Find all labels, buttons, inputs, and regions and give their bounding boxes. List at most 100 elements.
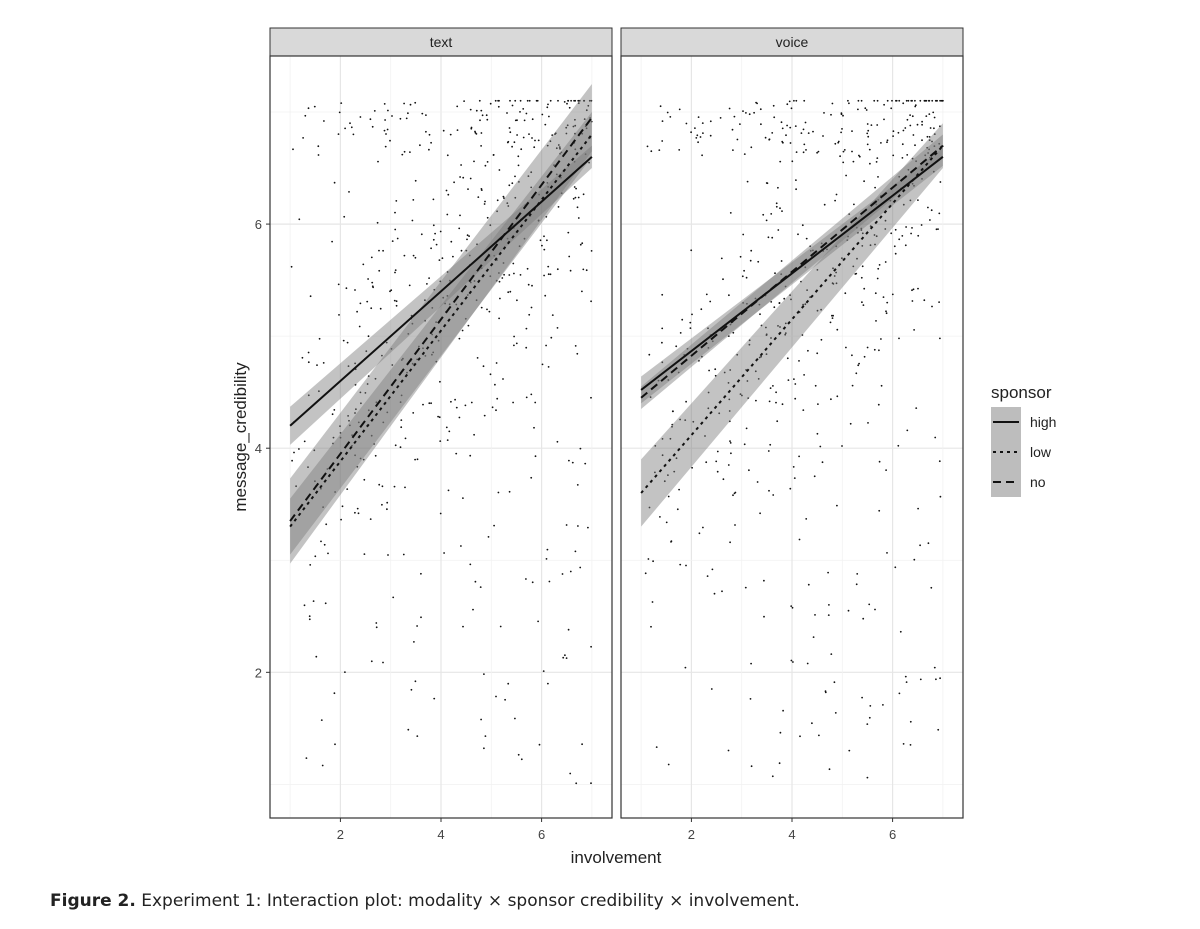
data-point: [439, 440, 442, 442]
data-point: [875, 320, 877, 322]
data-point: [466, 234, 469, 237]
data-point: [852, 160, 855, 163]
x-tick-label: 6: [538, 827, 545, 842]
data-point: [480, 132, 483, 134]
data-point: [939, 125, 941, 128]
data-point: [681, 318, 684, 321]
data-point: [334, 491, 336, 493]
data-point: [495, 695, 497, 698]
data-point: [495, 279, 498, 282]
data-point: [464, 404, 467, 407]
data-point: [743, 153, 746, 156]
data-point: [542, 670, 545, 672]
data-point: [538, 743, 541, 746]
data-point: [364, 392, 367, 394]
data-point: [359, 302, 362, 305]
data-point: [399, 446, 402, 449]
data-point: [770, 301, 773, 303]
data-point: [470, 127, 473, 130]
data-point: [520, 148, 523, 151]
data-point: [885, 312, 888, 315]
data-point: [791, 160, 794, 163]
data-point: [538, 193, 540, 196]
data-point: [322, 362, 325, 364]
data-point: [927, 542, 930, 545]
data-point: [729, 369, 732, 371]
data-point: [387, 109, 389, 112]
data-point: [543, 235, 545, 238]
data-point: [375, 622, 378, 624]
data-point: [863, 355, 866, 358]
data-point: [559, 147, 561, 150]
data-point: [710, 688, 713, 690]
data-point: [582, 268, 585, 271]
data-point: [342, 339, 345, 342]
data-point: [340, 102, 343, 104]
data-point: [527, 283, 530, 286]
data-point: [698, 359, 700, 362]
data-point: [401, 153, 404, 156]
data-point: [749, 259, 752, 262]
data-point: [489, 373, 492, 376]
x-axis-title: involvement: [571, 848, 662, 867]
data-point: [884, 219, 887, 222]
data-point: [433, 288, 436, 291]
data-point: [450, 240, 453, 243]
data-point: [720, 257, 723, 260]
data-point: [729, 442, 732, 444]
data-point: [661, 341, 663, 344]
data-point: [420, 233, 423, 236]
data-point: [840, 113, 843, 116]
data-point: [565, 126, 568, 129]
data-point: [446, 439, 449, 441]
data-point: [437, 339, 440, 342]
data-point: [917, 287, 919, 290]
data-point: [564, 654, 566, 657]
data-point: [370, 256, 373, 259]
data-point: [495, 409, 497, 412]
data-point: [318, 337, 321, 340]
data-point: [356, 465, 359, 468]
data-point: [758, 356, 761, 359]
data-point: [705, 461, 708, 464]
data-point: [386, 128, 389, 131]
data-point: [309, 295, 312, 298]
data-point: [570, 99, 572, 102]
data-point: [767, 450, 770, 452]
data-point: [745, 276, 748, 279]
data-point: [525, 327, 528, 330]
data-point: [755, 101, 757, 104]
data-point: [679, 418, 681, 421]
data-point: [551, 314, 554, 316]
data-point: [855, 272, 858, 275]
data-point: [425, 130, 427, 133]
data-point: [555, 173, 558, 176]
data-point: [772, 104, 775, 107]
data-point: [661, 454, 664, 457]
data-point: [400, 419, 403, 421]
data-point: [930, 209, 933, 212]
data-point: [378, 483, 381, 486]
data-point: [739, 393, 742, 395]
data-point: [777, 186, 779, 189]
data-point: [474, 580, 477, 583]
data-point: [816, 269, 819, 271]
data-point: [708, 369, 710, 372]
data-point: [841, 445, 843, 447]
data-point: [344, 671, 346, 673]
data-point: [728, 398, 731, 401]
data-point: [828, 768, 831, 771]
data-point: [707, 327, 709, 330]
data-point: [363, 478, 366, 481]
data-point: [760, 324, 763, 327]
data-point: [584, 462, 587, 465]
data-point: [897, 131, 900, 134]
data-point: [779, 326, 781, 328]
data-point: [376, 221, 379, 224]
data-point: [792, 661, 794, 663]
data-point: [804, 266, 807, 269]
data-point: [489, 275, 492, 278]
data-point: [795, 99, 798, 102]
data-point: [878, 264, 881, 266]
data-point: [938, 460, 941, 463]
